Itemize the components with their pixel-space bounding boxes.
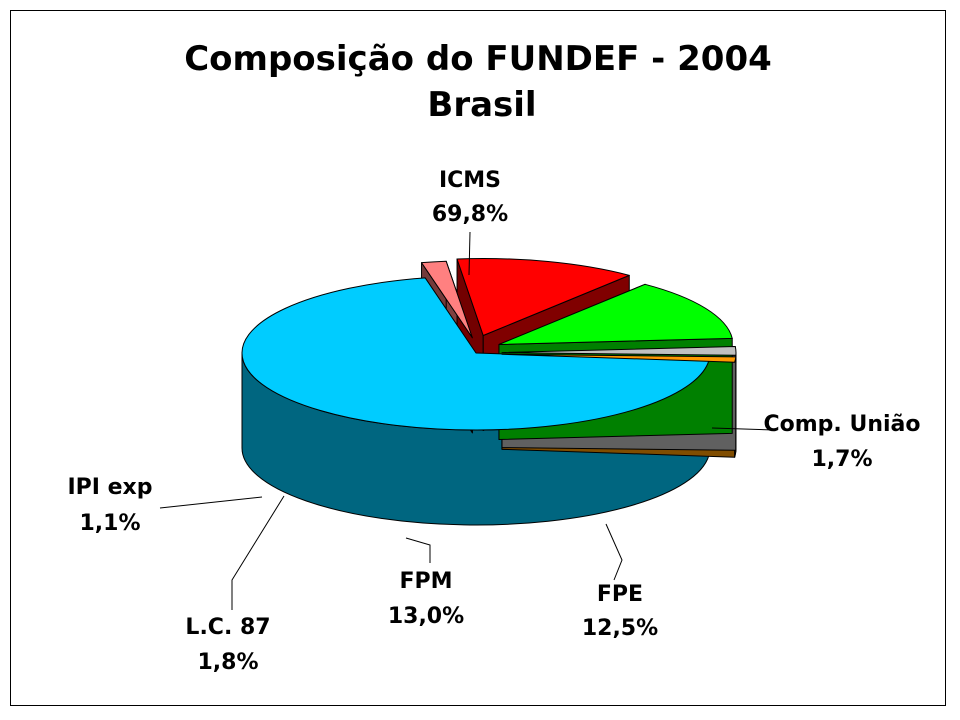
leader-lc87 <box>231 495 285 610</box>
slice-label-comp-uniao: Comp. União <box>764 412 921 437</box>
slice-top-fpe <box>456 258 630 337</box>
slice-top-icms <box>241 277 710 431</box>
leader-comp-uniao <box>711 427 776 431</box>
chart-title: Composição do FUNDEF - 2004 <box>184 39 772 79</box>
slice-label-icms: ICMS <box>439 168 501 193</box>
leader-fpm <box>405 537 431 563</box>
slice-pct-ipi-exp: 1,1% <box>79 511 140 536</box>
slice-pct-comp-uniao: 1,7% <box>811 447 872 472</box>
leader-lines <box>159 231 776 610</box>
leader-fpe <box>605 523 623 581</box>
slice-pct-lc87: 1,8% <box>197 650 258 675</box>
slice-top-lc87 <box>501 346 737 356</box>
slice-pct-icms: 69,8% <box>432 202 508 227</box>
slice-pct-fpe: 12,5% <box>582 616 658 641</box>
slice-label-ipi-exp: IPI exp <box>67 475 152 500</box>
slice-top-fpm <box>498 283 733 345</box>
slice-top-comp-uniao <box>421 260 473 339</box>
slice-top-ipi-exp <box>501 353 737 363</box>
leader-ipi-exp <box>159 496 263 509</box>
slice-label-fpm: FPM <box>399 569 452 594</box>
slice-label-lc87: L.C. 87 <box>185 615 270 640</box>
leader-icms <box>468 231 471 276</box>
slice-pct-fpm: 13,0% <box>388 604 464 629</box>
slice-label-fpe: FPE <box>597 582 643 607</box>
pie-slices <box>241 258 737 526</box>
chart-subtitle: Brasil <box>427 85 536 125</box>
